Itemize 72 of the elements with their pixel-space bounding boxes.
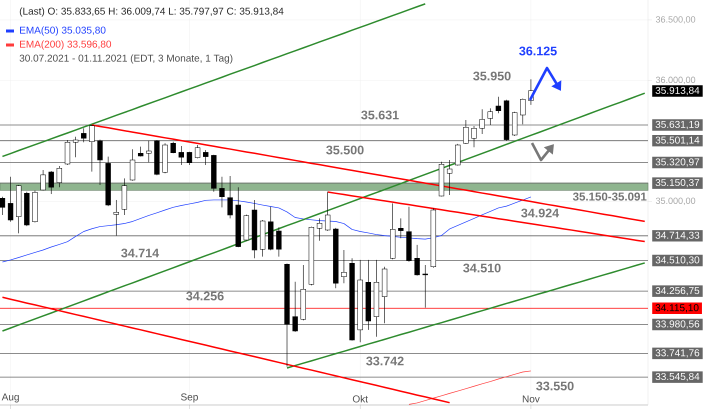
ref-line-label: 34.714,33 [656, 232, 700, 240]
candlestick [422, 264, 428, 308]
band-label: 35.150-35.091 [572, 192, 646, 201]
candlestick [81, 128, 86, 143]
text: 35.913,84 [656, 86, 700, 96]
x-tick-label: Okt [352, 395, 368, 402]
x-tick-label: Sep [181, 393, 198, 402]
candlestick [471, 126, 477, 148]
legend-label: EMA(50) 35.035,80 [20, 26, 106, 36]
annotation: 34.256 [186, 292, 224, 300]
ref-line-label: 35.150,37 [656, 178, 700, 188]
annotation: 33.742 [366, 356, 404, 366]
candlestick [398, 218, 404, 239]
annotation: 33.550 [536, 382, 574, 390]
candlestick [496, 96, 502, 114]
ref-line-label: 35.631,19 [656, 120, 700, 130]
candlestick [40, 170, 46, 191]
annotation: 34.510 [463, 264, 501, 272]
candlestick [227, 176, 233, 219]
ref-line-label: 34.256,75 [656, 287, 700, 296]
legend-label: EMA(200) 33.596,80 [20, 40, 112, 50]
candlestick [97, 139, 103, 186]
ref-line-label: 34.510,30 [656, 256, 700, 265]
ref-line-label: 35.501,14 [656, 136, 700, 145]
candlestick [463, 120, 469, 144]
candlestick [219, 176, 225, 208]
annotation: 35.950 [473, 72, 511, 80]
annotation: 34.924 [521, 208, 560, 218]
candlestick [520, 98, 526, 125]
candlestick [324, 191, 330, 232]
candlestick [122, 178, 128, 216]
candlestick [455, 144, 460, 166]
candlestick [8, 176, 14, 222]
text: (Last) O: 35.833,65 H: 36.009,74 L: 35.797,97 C: 35.913,84 [20, 7, 284, 17]
annotation: 36.125 [519, 46, 557, 56]
annotation: 34.714 [121, 248, 160, 258]
candlestick [64, 140, 70, 166]
candlestick [316, 218, 322, 242]
candlestick [276, 226, 282, 257]
candlestick [130, 149, 136, 182]
ref-line-label: 33.741,76 [656, 349, 700, 358]
text: 30.07.2021 - 01.11.2021 (EDT, 3 Monate, 1 Tag) [20, 54, 232, 64]
candlestick [341, 250, 347, 284]
y-tick-label: 36.000,00 [656, 76, 696, 84]
candlestick [48, 170, 54, 194]
candlestick [170, 141, 176, 154]
ref-line-label: 33.980,56 [656, 320, 700, 329]
annotation: 35.631 [361, 110, 399, 120]
ref-line-label: 34.115,10 [656, 304, 699, 312]
candlestick [89, 124, 95, 172]
candlestick [178, 146, 184, 166]
candlestick [512, 111, 518, 136]
candlestick [194, 144, 200, 159]
y-tick-label: 36.500,00 [656, 16, 696, 24]
candlestick [203, 150, 208, 166]
ref-line-label: 33.545,84 [656, 372, 700, 382]
candlestick [56, 166, 62, 188]
candlestick [186, 151, 192, 166]
candlestick [146, 140, 152, 163]
annotation: 35.500 [326, 146, 364, 154]
x-tick-label: Aug [2, 394, 19, 402]
candlestick [292, 281, 298, 332]
candlestick [72, 136, 78, 158]
ref-line-label: 35.320,97 [656, 158, 700, 167]
candlestick [479, 108, 485, 134]
candlestick [114, 200, 119, 236]
candlestick [0, 196, 6, 216]
candlestick [488, 108, 493, 126]
y-tick-label: 35.000,00 [656, 198, 696, 205]
candlestick [446, 160, 452, 196]
x-tick-label: Nov [522, 395, 540, 402]
candlestick [414, 244, 420, 276]
